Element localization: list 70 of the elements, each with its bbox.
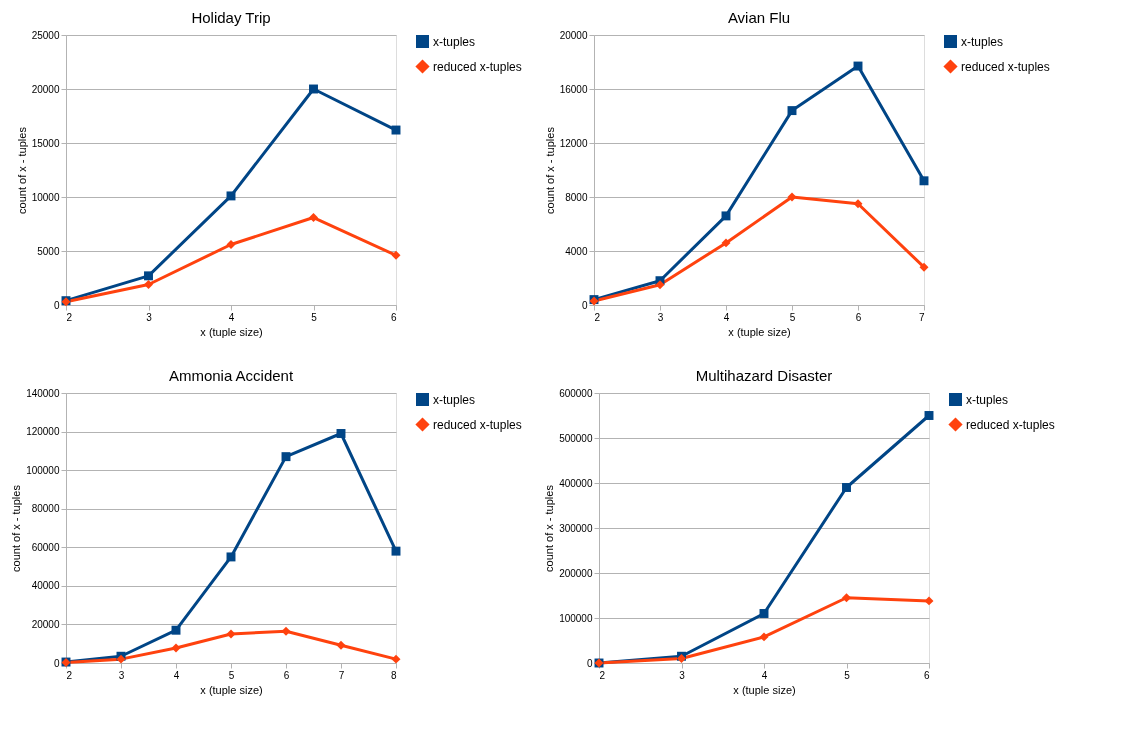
y-tick-label: 0 bbox=[53, 657, 60, 669]
y-axis-title: count of x - tuples bbox=[10, 484, 23, 572]
legend-label: reduced x-tuples bbox=[966, 417, 1055, 432]
legend-label: x-tuples bbox=[961, 34, 1004, 49]
chart-title: Ammonia Accident bbox=[168, 367, 294, 384]
y-tick-label: 400000 bbox=[559, 477, 593, 489]
y-tick-label: 0 bbox=[581, 299, 588, 311]
y-tick-label: 0 bbox=[53, 299, 60, 311]
y-tick-label: 200000 bbox=[559, 567, 593, 579]
legend-label: reduced x-tuples bbox=[433, 59, 522, 74]
y-tick-label: 80000 bbox=[31, 503, 60, 515]
x-tick-label: 4 bbox=[723, 311, 730, 323]
y-axis-title: count of x - tuples bbox=[15, 126, 28, 214]
y-tick-label: 500000 bbox=[559, 432, 593, 444]
y-tick-label: 600000 bbox=[559, 387, 593, 399]
x-tick-label: 3 bbox=[679, 669, 686, 681]
y-axis-title: count of x - tuples bbox=[543, 126, 556, 214]
x-tick-label: 3 bbox=[657, 311, 664, 323]
y-tick-label: 15000 bbox=[31, 137, 60, 149]
y-tick-label: 20000 bbox=[559, 29, 588, 41]
x-tick-label: 7 bbox=[338, 669, 345, 681]
legend-label: reduced x-tuples bbox=[961, 59, 1050, 74]
x-tick-label: 6 bbox=[923, 669, 930, 681]
x-tick-label: 7 bbox=[918, 311, 925, 323]
x-tick-label: 4 bbox=[761, 669, 768, 681]
x-tick-label: 4 bbox=[228, 311, 235, 323]
chart-title: Holiday Trip bbox=[191, 9, 271, 26]
y-tick-label: 60000 bbox=[31, 541, 60, 553]
x-tick-label: 2 bbox=[66, 311, 73, 323]
y-tick-label: 120000 bbox=[26, 426, 60, 438]
x-axis-title: x (tuple size) bbox=[733, 683, 796, 696]
x-tick-label: 5 bbox=[789, 311, 796, 323]
y-axis-title: count of x - tuples bbox=[543, 484, 556, 572]
chart-title: Multihazard Disaster bbox=[695, 367, 833, 384]
x-tick-label: 3 bbox=[118, 669, 125, 681]
legend-label: x-tuples bbox=[966, 392, 1009, 407]
y-tick-label: 8000 bbox=[565, 191, 588, 203]
y-tick-label: 16000 bbox=[559, 83, 588, 95]
y-tick-label: 0 bbox=[586, 657, 593, 669]
y-tick-label: 10000 bbox=[31, 191, 60, 203]
y-tick-label: 300000 bbox=[559, 522, 593, 534]
x-axis-title: x (tuple size) bbox=[728, 325, 791, 338]
y-tick-label: 4000 bbox=[565, 245, 588, 257]
y-tick-label: 40000 bbox=[31, 580, 60, 592]
y-tick-label: 5000 bbox=[37, 245, 60, 257]
y-tick-label: 100000 bbox=[559, 612, 593, 624]
legend-label: reduced x-tuples bbox=[433, 417, 522, 432]
x-tick-label: 3 bbox=[146, 311, 153, 323]
x-tick-label: 5 bbox=[228, 669, 235, 681]
x-tick-label: 2 bbox=[66, 669, 73, 681]
x-axis-title: x (tuple size) bbox=[200, 683, 263, 696]
y-tick-label: 20000 bbox=[31, 83, 60, 95]
x-tick-label: 8 bbox=[390, 669, 397, 681]
x-tick-label: 6 bbox=[390, 311, 397, 323]
x-tick-label: 6 bbox=[283, 669, 290, 681]
x-axis-title: x (tuple size) bbox=[200, 325, 263, 338]
x-tick-label: 5 bbox=[844, 669, 851, 681]
y-tick-label: 100000 bbox=[26, 464, 60, 476]
chart-title: Avian Flu bbox=[727, 9, 791, 26]
x-tick-label: 6 bbox=[855, 311, 862, 323]
y-tick-label: 25000 bbox=[31, 29, 60, 41]
x-tick-label: 5 bbox=[311, 311, 318, 323]
legend-label: x-tuples bbox=[433, 34, 476, 49]
x-tick-label: 2 bbox=[599, 669, 606, 681]
x-tick-label: 2 bbox=[594, 311, 601, 323]
x-tick-label: 4 bbox=[173, 669, 180, 681]
y-tick-label: 12000 bbox=[559, 137, 588, 149]
legend-label: x-tuples bbox=[433, 392, 476, 407]
y-tick-label: 140000 bbox=[26, 387, 60, 399]
y-tick-label: 20000 bbox=[31, 618, 60, 630]
